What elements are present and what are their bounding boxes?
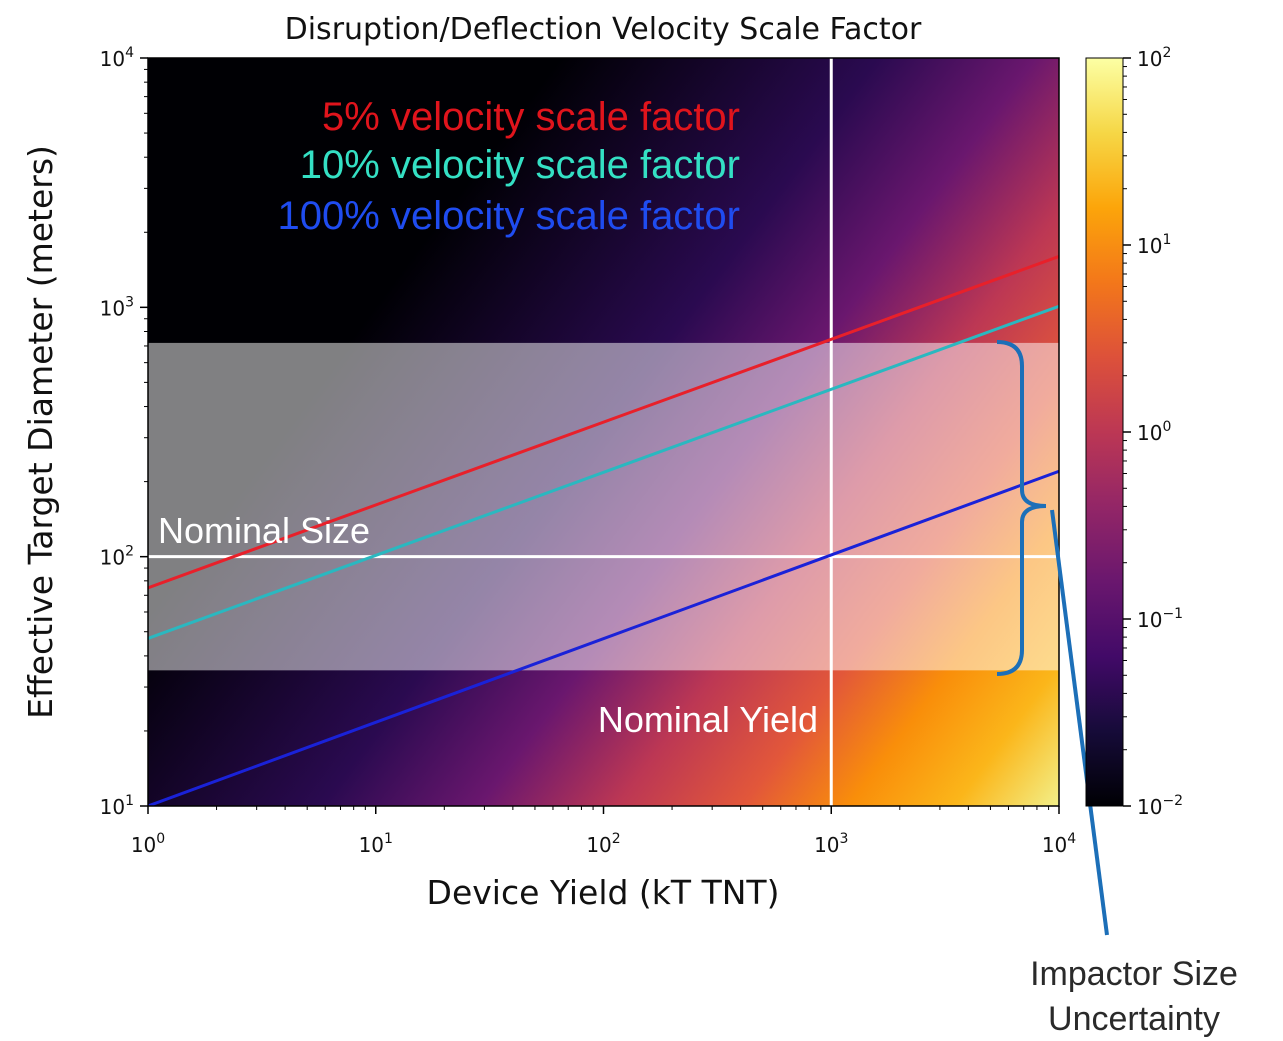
series-line-100pct (148, 469, 1059, 806)
y-tick-label-base: 10 (100, 546, 125, 570)
x-axis-title: Device Yield (kT TNT) (427, 873, 780, 912)
colorbar-tick-label-exp: 1 (1162, 232, 1171, 248)
colorbar-tick-label: 10−2 (1137, 793, 1183, 819)
x-tick-label: 103 (814, 831, 848, 857)
y-tick-label-exp: 3 (125, 294, 134, 310)
y-tick-label-exp: 1 (125, 793, 134, 809)
nominal-size-label: Nominal Size (158, 510, 370, 551)
legend-entry-10pct: 10% velocity scale factor (300, 143, 740, 187)
x-tick-label: 100 (131, 831, 165, 857)
colorbar-tick-label-base: 10 (1137, 795, 1162, 819)
legend-entry-5pct: 5% velocity scale factor (322, 95, 740, 139)
uncertainty-bracket (996, 340, 1047, 676)
series-line-10pct (148, 304, 1059, 640)
colorbar-tick-label: 10−1 (1137, 606, 1183, 632)
colorbar-tick-label-base: 10 (1137, 608, 1162, 632)
series-line-5pct (148, 255, 1059, 590)
colorbar-tick-label: 102 (1137, 45, 1171, 71)
y-tick-label: 103 (100, 294, 134, 320)
colorbar-tick-label-base: 10 (1137, 421, 1162, 445)
y-tick-label-exp: 4 (125, 45, 134, 61)
x-tick-label-base: 10 (814, 833, 839, 857)
uncertainty-band (148, 342, 1059, 671)
y-tick-label: 104 (100, 45, 134, 71)
x-tick-label-base: 10 (131, 833, 156, 857)
uncertainty-pointer (1050, 509, 1109, 936)
x-axis: 100 101 102 103 104 (131, 806, 1076, 857)
legend-entry-100pct: 100% velocity scale factor (278, 194, 740, 238)
x-tick-label: 101 (359, 831, 393, 857)
y-tick-label-base: 10 (100, 296, 125, 320)
colorbar-tick-label-base: 10 (1137, 234, 1162, 258)
colorbar-tick-label-exp: 0 (1162, 419, 1171, 435)
nominal-yield-label: Nominal Yield (598, 699, 818, 740)
y-tick-label: 101 (100, 793, 134, 819)
x-tick-label-base: 10 (359, 833, 384, 857)
colorbar-tick-label: 100 (1137, 419, 1171, 445)
colorbar-tick-label-exp: −2 (1162, 793, 1183, 809)
x-tick-label-base: 10 (1042, 833, 1067, 857)
x-tick-label-exp: 3 (840, 831, 849, 847)
colorbar-tick-label: 101 (1137, 232, 1171, 258)
x-tick-label: 104 (1042, 831, 1076, 857)
y-tick-label-exp: 2 (125, 544, 134, 560)
x-tick-label-base: 10 (586, 833, 611, 857)
x-tick-label-exp: 2 (612, 831, 621, 847)
y-axis-title: Effective Target Diameter (meters) (21, 145, 60, 719)
x-tick-label-exp: 4 (1067, 831, 1076, 847)
x-tick-label-exp: 1 (384, 831, 393, 847)
y-tick-label: 102 (100, 544, 134, 570)
x-tick-label: 102 (586, 831, 620, 857)
colorbar-tick-label-base: 10 (1137, 47, 1162, 71)
uncertainty-label-line2: Uncertainty (1048, 1000, 1220, 1038)
x-tick-label-exp: 0 (156, 831, 165, 847)
y-tick-label-base: 10 (100, 795, 125, 819)
colorbar (1085, 57, 1124, 807)
colorbar-tick-label-exp: −1 (1162, 606, 1183, 622)
y-tick-label-base: 10 (100, 47, 125, 71)
colorbar-tick-label-exp: 2 (1162, 45, 1171, 61)
uncertainty-label-line1: Impactor Size (1030, 955, 1238, 993)
chart-title: Disruption/Deflection Velocity Scale Fac… (285, 12, 922, 47)
